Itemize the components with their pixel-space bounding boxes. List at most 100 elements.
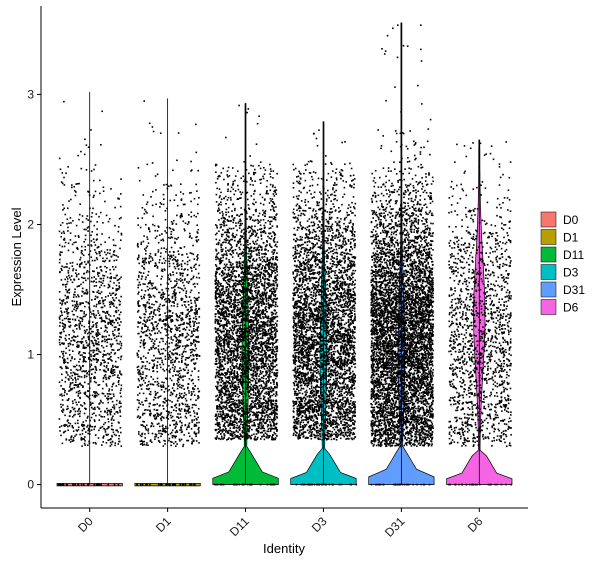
point (230, 341, 232, 343)
point (196, 355, 198, 357)
point (185, 410, 187, 412)
point (76, 369, 78, 371)
point (155, 436, 157, 438)
point (119, 278, 121, 280)
point (170, 392, 172, 394)
point (247, 332, 249, 334)
point (220, 356, 222, 358)
point (260, 388, 262, 390)
point (137, 293, 139, 295)
point (91, 340, 93, 342)
point (221, 325, 223, 327)
point (59, 262, 61, 264)
point (156, 409, 158, 411)
point (151, 322, 153, 324)
point (183, 352, 185, 354)
point (196, 354, 198, 356)
point (149, 406, 151, 408)
point (110, 188, 112, 190)
point (164, 299, 166, 301)
point (176, 341, 178, 343)
point (168, 327, 170, 329)
point (72, 265, 74, 267)
point (67, 227, 69, 229)
point (98, 301, 100, 303)
point (251, 316, 253, 318)
point (175, 423, 177, 425)
point (247, 279, 249, 281)
point (75, 269, 77, 271)
point (105, 260, 107, 262)
point (144, 317, 146, 319)
point (59, 317, 61, 319)
point (155, 286, 157, 288)
point (168, 295, 170, 297)
point (149, 388, 151, 390)
point (154, 409, 156, 411)
point (146, 385, 148, 387)
point (111, 389, 113, 391)
point (87, 291, 89, 293)
point (140, 284, 142, 286)
point (231, 270, 233, 272)
point (109, 376, 111, 378)
point (237, 295, 239, 297)
point (146, 319, 148, 321)
point (169, 256, 171, 258)
point (179, 405, 181, 407)
point (59, 344, 61, 346)
point (237, 352, 239, 354)
point (181, 273, 183, 275)
point (260, 370, 262, 372)
point (159, 234, 161, 236)
point (215, 308, 217, 310)
point (257, 399, 259, 401)
point (185, 394, 187, 396)
point (254, 354, 256, 356)
point (161, 349, 163, 351)
point (191, 332, 193, 334)
point (87, 261, 89, 263)
point (106, 442, 108, 444)
point (230, 357, 232, 359)
point (155, 414, 157, 416)
point (190, 344, 192, 346)
point (188, 311, 190, 313)
point (256, 408, 258, 410)
point (77, 374, 79, 376)
point (258, 405, 260, 407)
point (178, 279, 180, 281)
point (100, 427, 102, 429)
point (102, 359, 104, 361)
point (96, 282, 98, 284)
point (183, 395, 185, 397)
point (74, 291, 76, 293)
point (147, 301, 149, 303)
point (228, 419, 230, 421)
point (70, 441, 72, 443)
point (79, 376, 81, 378)
point (260, 182, 262, 184)
point (181, 353, 183, 355)
point (145, 276, 147, 278)
point (170, 317, 172, 319)
point (61, 395, 63, 397)
point (163, 386, 165, 388)
point (149, 330, 151, 332)
point (110, 315, 112, 317)
point (118, 438, 120, 440)
point (261, 253, 263, 255)
point (195, 345, 197, 347)
point (180, 375, 182, 377)
point (191, 253, 193, 255)
point (266, 186, 268, 188)
point (147, 326, 149, 328)
point (112, 366, 114, 368)
point (179, 354, 181, 356)
point (104, 299, 106, 301)
point (111, 423, 113, 425)
point (178, 336, 180, 338)
point (177, 303, 179, 305)
point (198, 229, 200, 231)
point (70, 199, 72, 201)
